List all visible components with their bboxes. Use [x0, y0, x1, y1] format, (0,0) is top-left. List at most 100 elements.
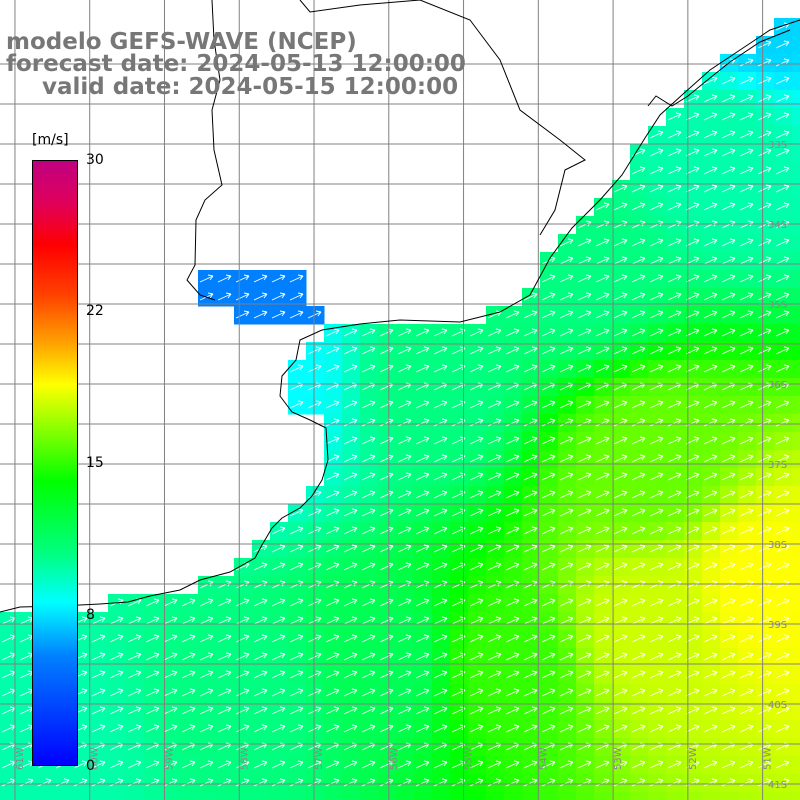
- wind-arrow: [199, 688, 214, 697]
- speed-cell: [792, 306, 800, 325]
- wind-arrow: [649, 778, 664, 787]
- wind-arrow: [127, 706, 142, 715]
- speed-cell: [612, 252, 631, 271]
- speed-cell: [774, 108, 793, 127]
- wind-arrow: [253, 688, 268, 697]
- wind-arrow: [541, 724, 556, 733]
- speed-cell: [684, 198, 703, 217]
- wind-arrow: [433, 634, 448, 643]
- wind-arrow: [163, 760, 178, 769]
- speed-cell: [486, 396, 505, 415]
- speed-cell: [756, 630, 775, 649]
- speed-cell: [432, 468, 451, 487]
- speed-cell: [558, 738, 577, 757]
- wind-arrow: [163, 778, 178, 787]
- speed-cell: [540, 252, 559, 271]
- wind-arrow: [667, 184, 682, 193]
- wind-arrow: [631, 598, 646, 607]
- speed-cell: [468, 666, 487, 685]
- speed-cell: [414, 360, 433, 379]
- speed-cell: [324, 630, 343, 649]
- speed-cell: [756, 486, 775, 505]
- speed-cell: [720, 432, 739, 451]
- speed-cell: [702, 612, 721, 631]
- speed-cell: [738, 540, 757, 559]
- speed-cell: [450, 630, 469, 649]
- wind-arrow: [775, 400, 790, 409]
- speed-cell: [756, 270, 775, 289]
- speed-cell: [216, 288, 235, 307]
- wind-arrow: [721, 706, 736, 715]
- wind-arrow: [199, 634, 214, 643]
- wind-arrow: [703, 364, 718, 373]
- speed-cell: [468, 648, 487, 667]
- wind-arrow: [631, 706, 646, 715]
- speed-cell: [162, 792, 181, 800]
- speed-cell: [414, 594, 433, 613]
- speed-cell: [504, 540, 523, 559]
- speed-cell: [720, 792, 739, 800]
- speed-cell: [486, 432, 505, 451]
- wind-arrow: [595, 562, 610, 571]
- speed-cell: [702, 648, 721, 667]
- speed-cell: [108, 738, 127, 757]
- speed-cell: [702, 504, 721, 523]
- speed-cell: [360, 756, 379, 775]
- speed-cell: [162, 684, 181, 703]
- speed-cell: [756, 774, 775, 793]
- speed-cell: [792, 720, 800, 739]
- speed-cell: [594, 288, 613, 307]
- wind-arrow: [595, 706, 610, 715]
- speed-cell: [414, 540, 433, 559]
- wind-arrow: [775, 454, 790, 463]
- wind-arrow: [667, 166, 682, 175]
- wind-arrow: [739, 562, 754, 571]
- speed-cell: [378, 468, 397, 487]
- speed-cell: [756, 36, 775, 55]
- speed-cell: [450, 558, 469, 577]
- wind-arrow: [739, 544, 754, 553]
- wind-arrow: [667, 238, 682, 247]
- speed-cell: [630, 144, 649, 163]
- lon-tick-label: 58W: [239, 747, 250, 770]
- wind-arrow: [469, 562, 484, 571]
- speed-cell: [540, 342, 559, 361]
- speed-cell: [594, 792, 613, 800]
- wind-arrow: [343, 706, 358, 715]
- speed-cell: [648, 144, 667, 163]
- speed-cell: [684, 540, 703, 559]
- wind-arrow: [505, 706, 520, 715]
- speed-cell: [540, 360, 559, 379]
- wind-arrow: [289, 724, 304, 733]
- wind-arrow: [721, 76, 736, 85]
- speed-cell: [558, 792, 577, 800]
- speed-cell: [774, 396, 793, 415]
- wind-arrow: [271, 652, 286, 661]
- speed-cell: [576, 378, 595, 397]
- speed-cell: [540, 540, 559, 559]
- speed-cell: [774, 378, 793, 397]
- speed-cell: [630, 540, 649, 559]
- speed-cell: [450, 522, 469, 541]
- speed-cell: [396, 378, 415, 397]
- speed-cell: [54, 792, 73, 800]
- wind-arrow: [595, 274, 610, 283]
- speed-cell: [72, 792, 91, 800]
- speed-cell: [666, 252, 685, 271]
- wind-arrow: [559, 238, 574, 247]
- speed-cell: [738, 414, 757, 433]
- speed-cell: [630, 396, 649, 415]
- speed-cell: [216, 774, 235, 793]
- wind-arrow: [91, 634, 106, 643]
- speed-cell: [792, 774, 800, 793]
- wind-arrow: [631, 346, 646, 355]
- speed-cell: [702, 216, 721, 235]
- speed-cell: [558, 756, 577, 775]
- speed-cell: [306, 360, 325, 379]
- speed-cell: [504, 306, 523, 325]
- speed-cell: [666, 144, 685, 163]
- wind-arrow: [739, 148, 754, 157]
- speed-cell: [648, 522, 667, 541]
- speed-cell: [486, 306, 505, 325]
- wind-arrow: [667, 616, 682, 625]
